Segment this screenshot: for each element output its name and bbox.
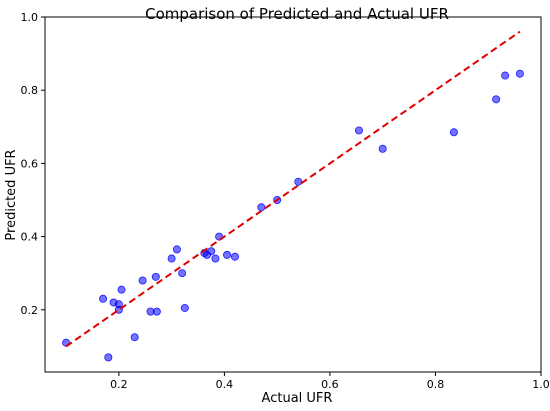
x-axis-ticks: 0.2 0.4 0.6 0.8 1.0 bbox=[110, 372, 550, 391]
data-point bbox=[167, 254, 176, 263]
x-tick-label: 0.6 bbox=[321, 378, 339, 391]
data-point bbox=[378, 144, 387, 153]
reference-line-layer bbox=[65, 30, 521, 348]
data-point bbox=[515, 69, 524, 78]
data-point bbox=[207, 247, 216, 256]
data-point bbox=[294, 177, 303, 186]
y-tick-label: 0.4 bbox=[21, 231, 39, 244]
data-point bbox=[257, 203, 266, 212]
reference-line bbox=[65, 30, 521, 348]
plot-area-frame bbox=[44, 16, 542, 373]
data-point bbox=[354, 126, 363, 135]
y-tick-label: 0.6 bbox=[21, 157, 39, 170]
chart-title: Comparison of Predicted and Actual UFR bbox=[145, 5, 449, 23]
y-tick-label: 0.8 bbox=[21, 84, 39, 97]
data-point bbox=[117, 285, 126, 294]
y-axis-label: Predicted UFR bbox=[4, 149, 19, 240]
y-axis-ticks: 0.2 0.4 0.6 0.8 1.0 bbox=[21, 11, 45, 317]
data-point bbox=[99, 294, 108, 303]
data-point bbox=[178, 269, 187, 278]
y-tick-label: 0.2 bbox=[21, 304, 39, 317]
data-point bbox=[104, 353, 113, 362]
y-tick-label: 1.0 bbox=[21, 11, 39, 24]
data-point bbox=[501, 71, 510, 80]
data-point bbox=[152, 307, 161, 316]
x-tick-label: 0.8 bbox=[427, 378, 445, 391]
x-tick-label: 0.4 bbox=[216, 378, 234, 391]
points-layer bbox=[62, 69, 524, 362]
data-point bbox=[449, 128, 458, 137]
data-point bbox=[492, 95, 501, 104]
data-point bbox=[180, 303, 189, 312]
data-point bbox=[172, 245, 181, 254]
data-point bbox=[130, 333, 139, 342]
x-tick-label: 0.2 bbox=[110, 378, 128, 391]
x-tick-label: 1.0 bbox=[532, 378, 550, 391]
data-point bbox=[223, 250, 232, 259]
data-point bbox=[230, 252, 239, 261]
x-axis-label: Actual UFR bbox=[262, 391, 333, 406]
data-point bbox=[211, 254, 220, 263]
data-point bbox=[151, 272, 160, 281]
data-point bbox=[138, 276, 147, 285]
